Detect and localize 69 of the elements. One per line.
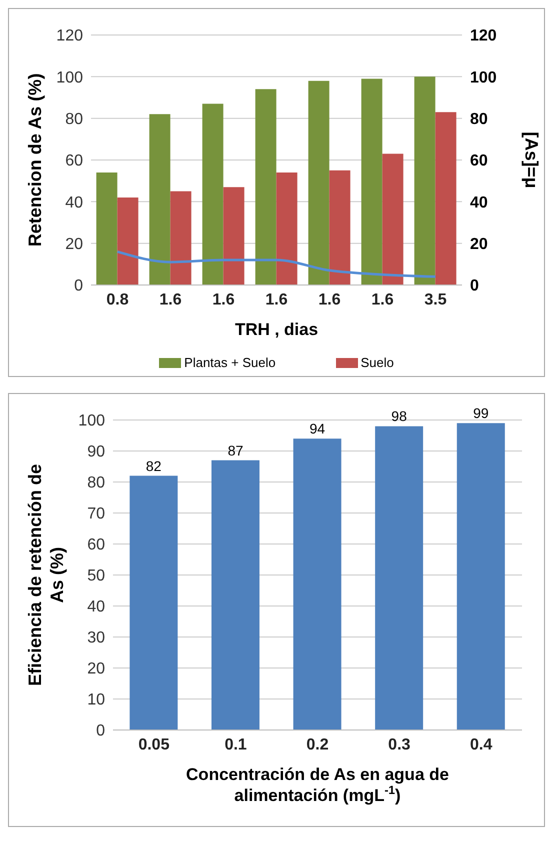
x-tick-label: 1.6 [159, 291, 182, 308]
y-axis-title: Retencion de As (%) [25, 73, 45, 247]
bar [211, 460, 260, 730]
bar [308, 80, 330, 285]
x-tick-label: 1.6 [265, 291, 288, 308]
y2-tick-label: 0 [470, 278, 479, 295]
x-tick-label: 1.6 [371, 291, 394, 308]
data-label: 99 [473, 405, 489, 422]
x-tick-label: 1.6 [318, 291, 341, 308]
y-tick-label: 90 [87, 444, 106, 461]
y-tick-label: 20 [87, 660, 106, 678]
y-tick-label: 100 [78, 412, 106, 430]
bar [382, 154, 404, 285]
bar [170, 191, 192, 285]
bar [149, 114, 170, 285]
y2-tick-label: 120 [470, 28, 497, 45]
y-tick-label: 50 [87, 568, 106, 585]
bar [276, 172, 298, 285]
bar [223, 187, 244, 285]
y-tick-label: 10 [87, 692, 106, 709]
y2-tick-label: 60 [470, 152, 488, 170]
bar [329, 170, 350, 285]
y2-tick-label: 100 [470, 69, 497, 86]
y-tick-label: 20 [65, 236, 84, 254]
x-tick-label: 3.5 [424, 291, 447, 308]
y-axis-title: Eficiencia de retención de As (%) [25, 464, 67, 686]
y-tick-label: 80 [65, 111, 84, 128]
y2-tick-label: 80 [470, 111, 488, 128]
bar [96, 172, 118, 285]
bar [435, 112, 456, 285]
bar [202, 104, 224, 285]
x-tick-label: 0.2 [306, 736, 329, 754]
x-tick-label: 0.8 [106, 291, 129, 308]
x-tick-label: 0.4 [470, 736, 492, 754]
bar [293, 438, 342, 730]
x-tick-label: 1.6 [212, 291, 235, 308]
line-series [116, 250, 437, 278]
y-tick-label: 40 [65, 194, 84, 212]
y-tick-label: 60 [65, 152, 84, 170]
y-tick-label: 0 [74, 278, 84, 295]
y-tick-label: 60 [87, 536, 106, 554]
y-tick-label: 80 [87, 474, 106, 492]
x-tick-label: 0.3 [388, 736, 411, 754]
data-label: 98 [391, 408, 408, 424]
bar [361, 78, 382, 285]
bar [375, 426, 424, 730]
y-tick-label: 0 [96, 722, 106, 740]
y-tick-label: 30 [87, 630, 106, 647]
x-tick-label: 0.1 [224, 736, 247, 754]
bar [414, 76, 436, 285]
legend-label: Suelo [360, 355, 394, 370]
bar [117, 198, 138, 285]
legend-label: Plantas + Suelo [183, 355, 276, 370]
y2-tick-label: 40 [470, 194, 488, 212]
bar [130, 476, 178, 730]
y-tick-label: 40 [87, 598, 106, 616]
x-axis-title: Concentración de As en agua de alimentación (mgL$^{-1}$) [186, 765, 449, 805]
data-label: 94 [309, 420, 326, 437]
y-tick-label: 120 [56, 28, 84, 45]
bar [255, 89, 276, 285]
y-tick-label: 70 [87, 506, 106, 523]
bar [456, 423, 505, 730]
data-label: 82 [146, 458, 162, 474]
y2-tick-label: 20 [470, 236, 488, 254]
y-tick-label: 100 [56, 69, 84, 86]
y2-axis-title: [As]=μ [522, 132, 542, 188]
data-label: 87 [228, 442, 244, 458]
x-axis-title: TRH , dias [234, 320, 318, 339]
x-tick-label: 0.05 [138, 736, 170, 754]
